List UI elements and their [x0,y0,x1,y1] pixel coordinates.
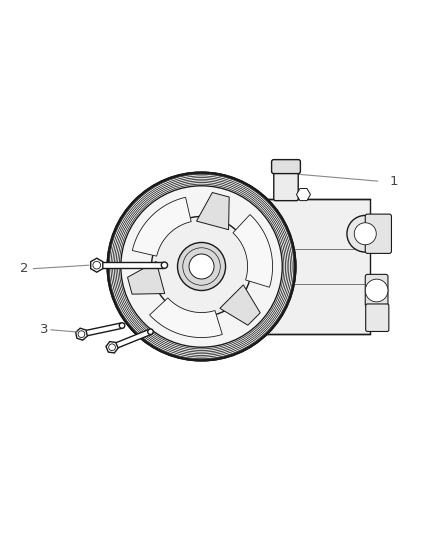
Polygon shape [241,199,370,334]
FancyBboxPatch shape [366,304,389,332]
Polygon shape [111,329,152,350]
FancyBboxPatch shape [365,274,388,306]
Circle shape [148,329,153,335]
Text: 1: 1 [389,175,398,188]
Polygon shape [106,342,118,353]
Polygon shape [233,215,272,287]
Circle shape [161,262,168,268]
Polygon shape [76,328,87,340]
Polygon shape [127,262,165,294]
Circle shape [189,254,214,279]
Polygon shape [297,189,311,200]
FancyBboxPatch shape [274,167,298,200]
Polygon shape [150,298,223,337]
Text: 3: 3 [40,324,49,336]
Polygon shape [220,285,260,325]
Polygon shape [81,323,123,337]
Circle shape [121,186,282,347]
Circle shape [78,331,85,337]
Circle shape [109,344,115,351]
Circle shape [347,215,384,252]
Polygon shape [197,192,229,230]
Polygon shape [132,197,191,256]
Polygon shape [97,262,164,268]
Circle shape [152,216,251,317]
Circle shape [365,279,388,302]
FancyBboxPatch shape [272,159,300,174]
Polygon shape [91,258,103,272]
Circle shape [108,173,295,360]
Circle shape [177,243,226,290]
Circle shape [354,223,376,245]
Circle shape [119,323,125,328]
Circle shape [93,261,101,269]
FancyBboxPatch shape [365,214,392,253]
Text: 2: 2 [21,262,29,275]
